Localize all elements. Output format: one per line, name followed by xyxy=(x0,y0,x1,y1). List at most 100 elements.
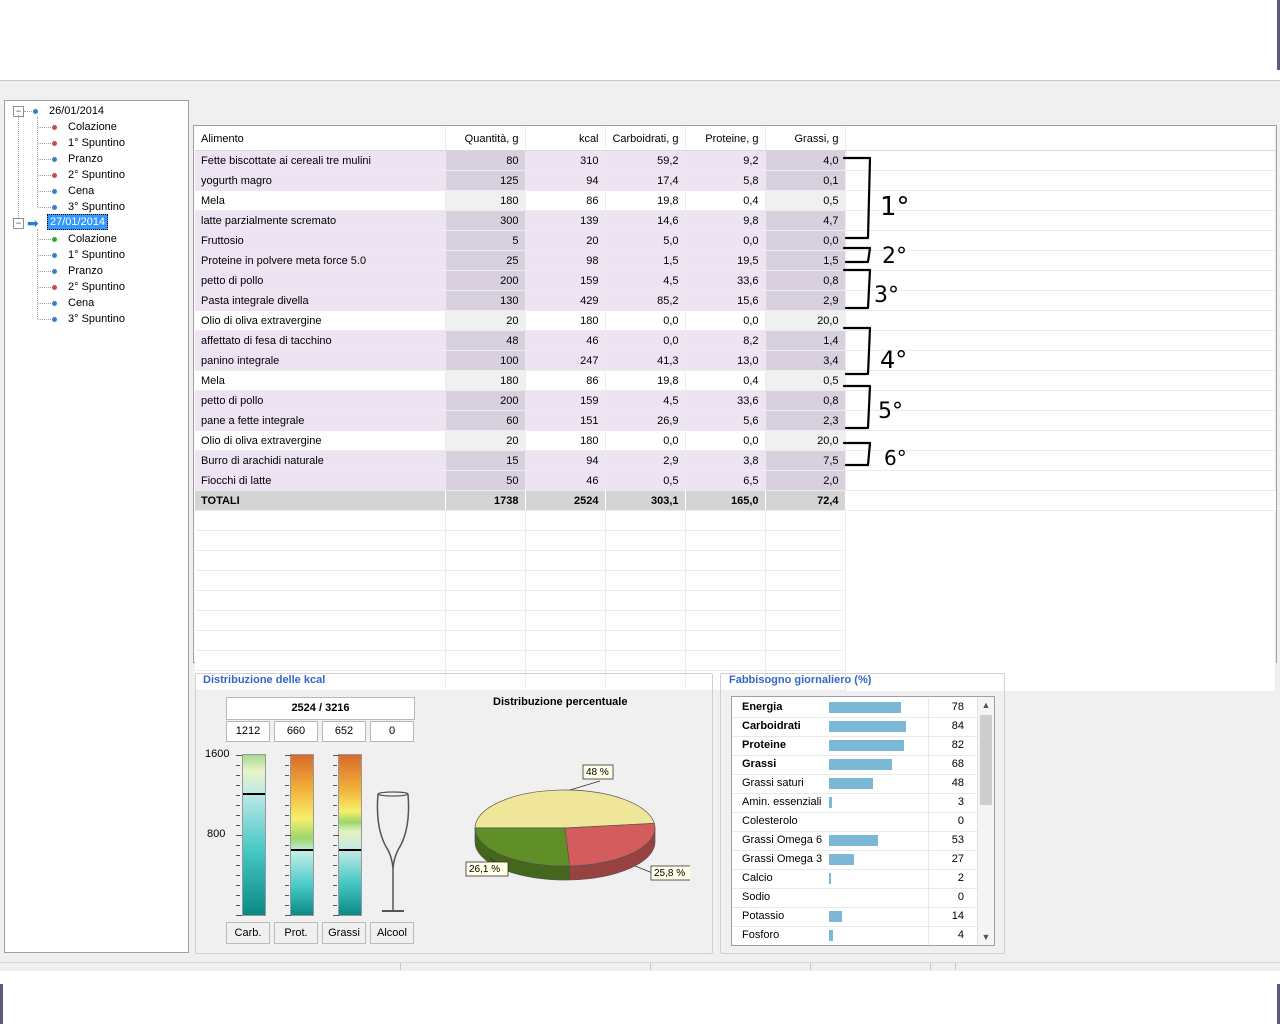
table-cell[interactable]: 125 xyxy=(445,170,526,191)
table-cell[interactable]: panino integrale xyxy=(195,350,446,371)
tree-meal-label[interactable]: 3° Spuntino xyxy=(68,313,125,325)
needs-scrollbar[interactable]: ▲ ▼ xyxy=(977,697,994,945)
tree-meal-label[interactable]: Pranzo xyxy=(68,265,103,277)
tree-meal-node[interactable]: Pranzo xyxy=(5,151,185,167)
table-cell[interactable]: 4,7 xyxy=(765,210,846,231)
table-row[interactable]: Olio di oliva extravergine 20 180 0,0 0,0 20,… xyxy=(195,430,1276,451)
tree-meal-label[interactable]: 2° Spuntino xyxy=(68,169,125,181)
table-cell[interactable]: 98 xyxy=(525,250,606,271)
table-cell[interactable]: Burro di arachidi naturale xyxy=(195,450,446,471)
column-header[interactable]: Proteine, g xyxy=(685,127,766,151)
table-cell[interactable]: 50 xyxy=(445,470,526,491)
table-cell[interactable]: 7,5 xyxy=(765,450,846,471)
table-row[interactable]: Fiocchi di latte 50 46 0,5 6,5 2,0 xyxy=(195,470,1276,491)
table-row[interactable]: Pasta integrale divella 130 429 85,2 15,6 2,9 xyxy=(195,290,1276,311)
tree-meal-label[interactable]: Colazione xyxy=(68,233,117,245)
table-cell[interactable]: 59,2 xyxy=(605,150,686,171)
table-cell[interactable]: 0,0 xyxy=(605,430,686,451)
table-cell[interactable]: 60 xyxy=(445,410,526,431)
tree-meal-label[interactable]: Cena xyxy=(68,185,95,197)
tree-meal-node[interactable]: Pranzo xyxy=(5,263,185,279)
table-cell[interactable]: 180 xyxy=(445,190,526,211)
column-header[interactable]: kcal xyxy=(525,127,606,151)
table-cell[interactable]: 180 xyxy=(445,370,526,391)
table-cell[interactable]: 139 xyxy=(525,210,606,231)
tree-meal-node[interactable]: 2° Spuntino xyxy=(5,279,185,295)
table-cell[interactable]: Pasta integrale divella xyxy=(195,290,446,311)
table-cell[interactable]: 41,3 xyxy=(605,350,686,371)
collapse-icon[interactable]: − xyxy=(13,218,24,229)
needs-list-item[interactable]: Grassi 68 xyxy=(732,755,977,775)
table-cell[interactable]: affettato di fesa di tacchino xyxy=(195,330,446,351)
tree-meal-label[interactable]: Colazione xyxy=(68,121,117,133)
table-cell[interactable]: 20 xyxy=(445,310,526,331)
table-cell[interactable]: 33,6 xyxy=(685,270,766,291)
table-row[interactable]: Olio di oliva extravergine 20 180 0,0 0,0 20,… xyxy=(195,310,1276,331)
needs-list-item[interactable]: Colesterolo 0 xyxy=(732,812,977,832)
day-tree-view[interactable]: −26/01/2014 Colazione 1° Spuntino Pranzo 2° … xyxy=(4,100,189,953)
table-cell[interactable]: 80 xyxy=(445,150,526,171)
table-cell[interactable]: 0,5 xyxy=(765,190,846,211)
table-cell[interactable]: latte parzialmente scremato xyxy=(195,210,446,231)
table-row[interactable]: Mela 180 86 19,8 0,4 0,5 xyxy=(195,190,1276,211)
table-cell[interactable]: 94 xyxy=(525,450,606,471)
needs-list-item[interactable]: Sodio 0 xyxy=(732,888,977,908)
needs-list-item[interactable]: Grassi saturi 48 xyxy=(732,774,977,794)
table-cell[interactable]: 86 xyxy=(525,370,606,391)
table-cell[interactable]: 4,5 xyxy=(605,390,686,411)
needs-list-item[interactable]: Energia 78 xyxy=(732,698,977,718)
scroll-down-icon[interactable]: ▼ xyxy=(981,932,991,942)
tree-meal-label[interactable]: 2° Spuntino xyxy=(68,281,125,293)
needs-list-item[interactable]: Amin. essenziali 3 xyxy=(732,793,977,813)
table-cell[interactable]: 13,0 xyxy=(685,350,766,371)
needs-list-item[interactable]: Grassi Omega 6 53 xyxy=(732,831,977,851)
table-cell[interactable]: 2,0 xyxy=(765,470,846,491)
needs-list-item[interactable]: Calcio 2 xyxy=(732,869,977,889)
tree-meal-node[interactable]: 3° Spuntino xyxy=(5,199,185,215)
table-cell[interactable]: petto di pollo xyxy=(195,390,446,411)
table-cell[interactable]: 46 xyxy=(525,470,606,491)
table-cell[interactable]: 4,0 xyxy=(765,150,846,171)
tree-day-node[interactable]: −26/01/2014 xyxy=(5,103,185,119)
table-row[interactable]: Proteine in polvere meta force 5.0 25 98 1,… xyxy=(195,250,1276,271)
table-cell[interactable]: 17,4 xyxy=(605,170,686,191)
table-cell[interactable]: 9,8 xyxy=(685,210,766,231)
table-cell[interactable]: 1,5 xyxy=(765,250,846,271)
needs-list-item[interactable]: Carboidrati 84 xyxy=(732,717,977,737)
table-cell[interactable]: Proteine in polvere meta force 5.0 xyxy=(195,250,446,271)
table-cell[interactable]: 15 xyxy=(445,450,526,471)
table-row[interactable]: panino integrale 100 247 41,3 13,0 3,4 xyxy=(195,350,1276,371)
table-cell[interactable]: 0,0 xyxy=(605,330,686,351)
table-cell[interactable]: 0,8 xyxy=(765,270,846,291)
table-cell[interactable]: petto di pollo xyxy=(195,270,446,291)
table-cell[interactable]: 19,8 xyxy=(605,370,686,391)
tree-day-label[interactable]: 26/01/2014 xyxy=(49,105,105,117)
tree-meal-node[interactable]: Cena xyxy=(5,295,185,311)
table-cell[interactable]: 14,6 xyxy=(605,210,686,231)
table-cell[interactable]: 19,5 xyxy=(685,250,766,271)
table-cell[interactable]: 310 xyxy=(525,150,606,171)
food-grid[interactable]: Alimento Quantità, g kcal Carboidrati, g Pro… xyxy=(193,125,1277,691)
table-cell[interactable]: Fiocchi di latte xyxy=(195,470,446,491)
tree-day-node[interactable]: − ➡ 27/01/2014 xyxy=(5,214,185,231)
table-cell[interactable]: 0,0 xyxy=(605,310,686,331)
table-row[interactable]: affettato di fesa di tacchino 48 46 0,0 8,2 1… xyxy=(195,330,1276,351)
table-cell[interactable]: Mela xyxy=(195,370,446,391)
table-cell[interactable]: 94 xyxy=(525,170,606,191)
table-cell[interactable]: 200 xyxy=(445,270,526,291)
table-cell[interactable]: 25 xyxy=(445,250,526,271)
table-cell[interactable]: Mela xyxy=(195,190,446,211)
tree-meal-node[interactable]: 2° Spuntino xyxy=(5,167,185,183)
table-row[interactable]: Fette biscottate ai cereali tre mulini 80… xyxy=(195,150,1276,171)
table-cell[interactable]: 2,9 xyxy=(605,450,686,471)
tree-meal-label[interactable]: 1° Spuntino xyxy=(68,137,125,149)
table-cell[interactable]: 180 xyxy=(525,430,606,451)
table-row[interactable]: Burro di arachidi naturale 15 94 2,9 3,8 7,5 xyxy=(195,450,1276,471)
table-cell[interactable]: 2,9 xyxy=(765,290,846,311)
tree-meal-label[interactable]: Pranzo xyxy=(68,153,103,165)
table-cell[interactable]: 3,8 xyxy=(685,450,766,471)
table-cell[interactable]: 6,5 xyxy=(685,470,766,491)
table-cell[interactable]: 151 xyxy=(525,410,606,431)
table-cell[interactable]: 5 xyxy=(445,230,526,251)
table-cell[interactable]: 20,0 xyxy=(765,310,846,331)
